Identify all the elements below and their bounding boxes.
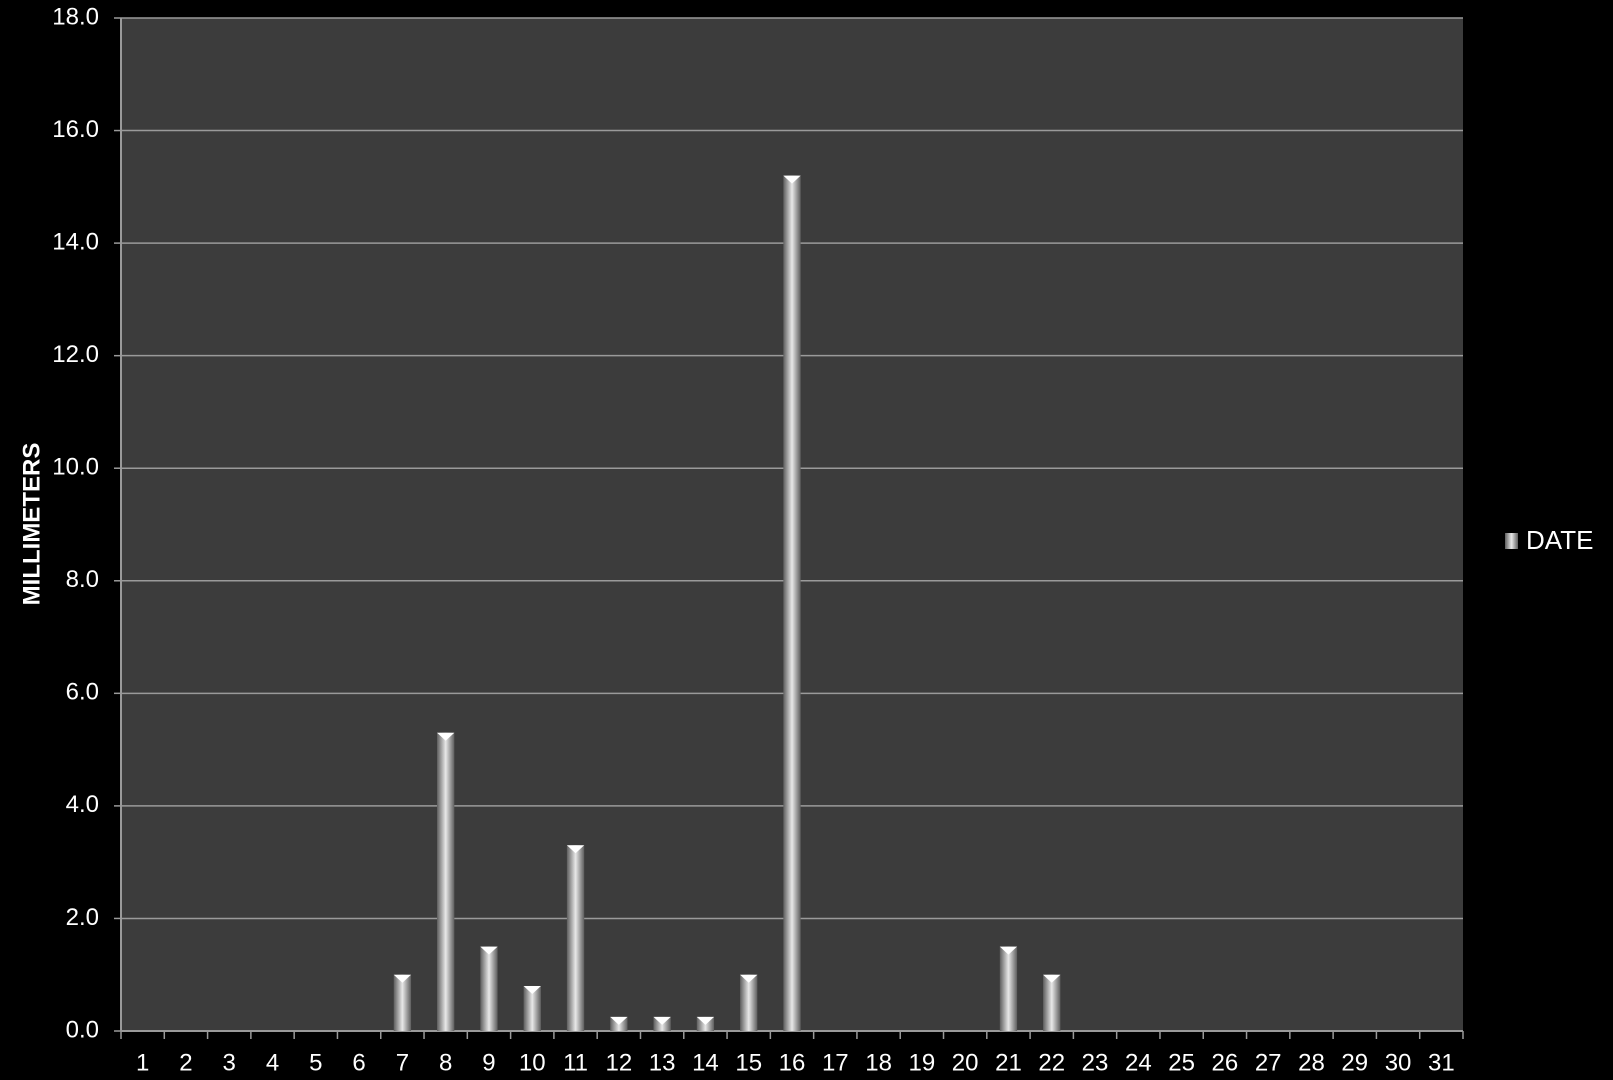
x-tick-label: 27 [1255, 1049, 1282, 1076]
x-tick-label: 3 [223, 1049, 236, 1076]
x-tick-label: 25 [1168, 1049, 1195, 1076]
x-tick-label: 23 [1082, 1049, 1109, 1076]
bar [393, 974, 412, 1031]
bar [653, 1016, 671, 1031]
bar-cap [566, 845, 585, 854]
x-tick-label: 30 [1385, 1049, 1412, 1076]
legend-label: DATE [1526, 525, 1593, 555]
y-tick-label: 6.0 [66, 679, 99, 706]
x-tick-label: 16 [779, 1049, 806, 1076]
bar-cap [610, 1016, 628, 1025]
x-tick-label: 15 [735, 1049, 762, 1076]
x-tick-label: 2 [179, 1049, 192, 1076]
y-axis-title: MILLIMETERS [18, 443, 45, 606]
bar-cap [740, 974, 758, 983]
bar [740, 974, 758, 1031]
bar-body [480, 946, 498, 1031]
bar [696, 1016, 715, 1031]
x-tick-label: 1 [136, 1049, 149, 1076]
x-tick-label: 29 [1341, 1049, 1368, 1076]
bar [523, 985, 541, 1031]
x-tick-label: 13 [649, 1049, 676, 1076]
y-tick-label: 2.0 [66, 904, 99, 931]
x-tick-labels: 1 2 3 4 5 6 7 8 9 10 11 12 13 14 15 16 17 18 19 20 21 22 23 24 2… [136, 1049, 1455, 1076]
bar-cap [523, 985, 541, 994]
x-tick-label: 4 [266, 1049, 279, 1076]
x-tick-label: 10 [519, 1049, 546, 1076]
y-tick-label: 12.0 [52, 341, 99, 368]
y-tick-label: 14.0 [52, 228, 99, 255]
x-tick-label: 11 [563, 1049, 588, 1076]
y-tick-label: 4.0 [66, 791, 99, 818]
bar-cap [437, 732, 455, 741]
x-tick-label: 6 [352, 1049, 365, 1076]
bar [610, 1016, 628, 1031]
y-tick-labels: 0.0 2.0 4.0 6.0 8.0 10.0 12.0 14.0 16.0 18.0 [52, 3, 99, 1043]
x-tick-label: 8 [439, 1049, 452, 1076]
y-tick-label: 10.0 [52, 454, 99, 481]
bar-cap [1043, 974, 1061, 983]
bar-body [999, 946, 1018, 1031]
x-tick-label: 21 [995, 1049, 1022, 1076]
x-tick-label: 5 [309, 1049, 322, 1076]
bar-body [566, 845, 585, 1031]
legend-swatch [1505, 533, 1518, 549]
y-tick-label: 16.0 [52, 116, 99, 143]
x-tick-label: 20 [952, 1049, 979, 1076]
bar [783, 175, 801, 1032]
bar-cap [783, 175, 801, 184]
bar-body [1043, 974, 1061, 1031]
bar-body [740, 974, 758, 1031]
x-tick-label: 18 [865, 1049, 892, 1076]
bar-cap [653, 1016, 671, 1025]
bar-body [393, 974, 412, 1031]
x-tick-label: 28 [1298, 1049, 1325, 1076]
bars [393, 175, 1061, 1032]
bar-body [437, 732, 455, 1031]
bar-cap [999, 946, 1018, 955]
bar-body [783, 175, 801, 1032]
x-tick-label: 7 [396, 1049, 409, 1076]
bar [437, 732, 455, 1031]
bar-cap [696, 1016, 715, 1025]
bar [1043, 974, 1061, 1031]
x-tick-label: 22 [1038, 1049, 1065, 1076]
x-tick-label: 17 [822, 1049, 849, 1076]
x-tick-label: 12 [605, 1049, 632, 1076]
x-tick-label: 19 [909, 1049, 936, 1076]
y-tick-label: 0.0 [66, 1016, 99, 1043]
bar-cap [480, 946, 498, 955]
bar [566, 845, 585, 1031]
bar-body [523, 985, 541, 1031]
x-tick-label: 26 [1212, 1049, 1239, 1076]
bar-cap [393, 974, 412, 983]
y-tick-label: 8.0 [66, 566, 99, 593]
x-tick-label: 9 [482, 1049, 495, 1076]
legend: DATE [1505, 525, 1593, 555]
y-tick-label: 18.0 [52, 3, 99, 30]
x-tick-label: 24 [1125, 1049, 1152, 1076]
x-tick-label: 31 [1428, 1049, 1455, 1076]
bar [480, 946, 498, 1031]
x-tick-label: 14 [692, 1049, 719, 1076]
bar [999, 946, 1018, 1031]
